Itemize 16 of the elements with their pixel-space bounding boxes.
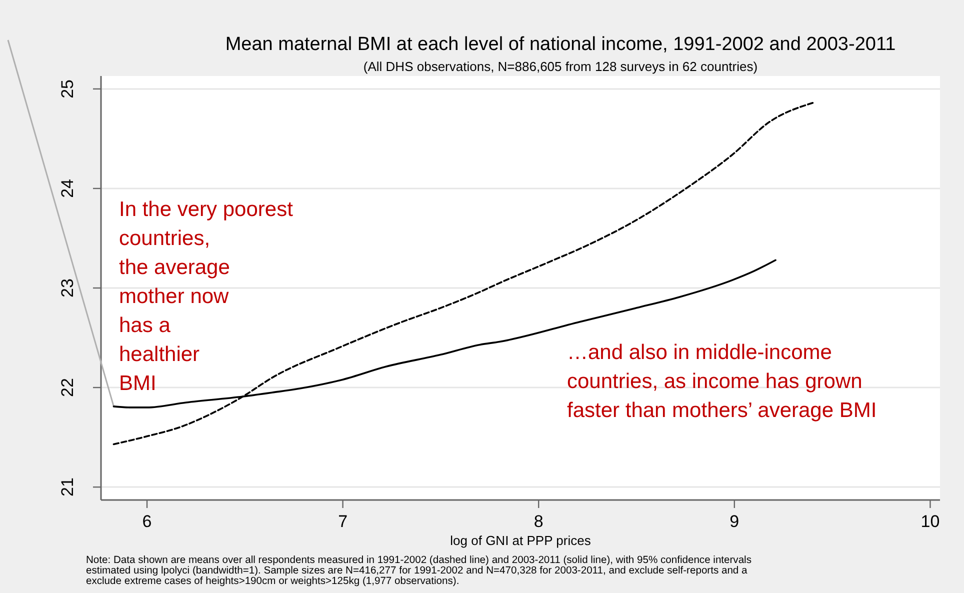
y-tick-label: 21	[58, 478, 77, 497]
x-tick-label: 7	[338, 512, 348, 531]
y-tick-label: 24	[58, 179, 77, 198]
chart-subtitle: (All DHS observations, N=886,605 from 128 surveys in 62 countries)	[363, 59, 758, 74]
chart-title: Mean maternal BMI at each level of national income, 1991-2002 and 2003-2011	[225, 34, 896, 55]
y-tick-label: 25	[58, 79, 77, 98]
text: Note: Data shown are means over all respondents measured in 1991-2002 (dashed line) and 2003-2011 (solid line), with 95% confidence intervals estimated using lpolyci (bandwidth=1). Sample sizes are N=416,277 for 1991-2002 and N=470,328 for 2003-2011, and exclude self-reports and a exclude extreme cases of heights>190cm or weights>125kg (1,977 observations).	[86, 555, 752, 587]
annotation: …and also in middle-income countries, as income has grown faster than mothers’ average BMI	[567, 341, 877, 422]
x-tick-label: 8	[534, 512, 544, 531]
y-tick-label: 22	[58, 378, 77, 397]
annotation: In the very poorest countries, the average mother now has a healthier BMI	[119, 198, 294, 395]
x-tick-label: 9	[730, 512, 740, 531]
x-tick-label: 6	[142, 512, 152, 531]
y-tick-label: 23	[58, 278, 77, 298]
x-axis-title: log of GNI at PPP prices	[450, 533, 592, 548]
x-tick-label: 10	[920, 512, 940, 531]
